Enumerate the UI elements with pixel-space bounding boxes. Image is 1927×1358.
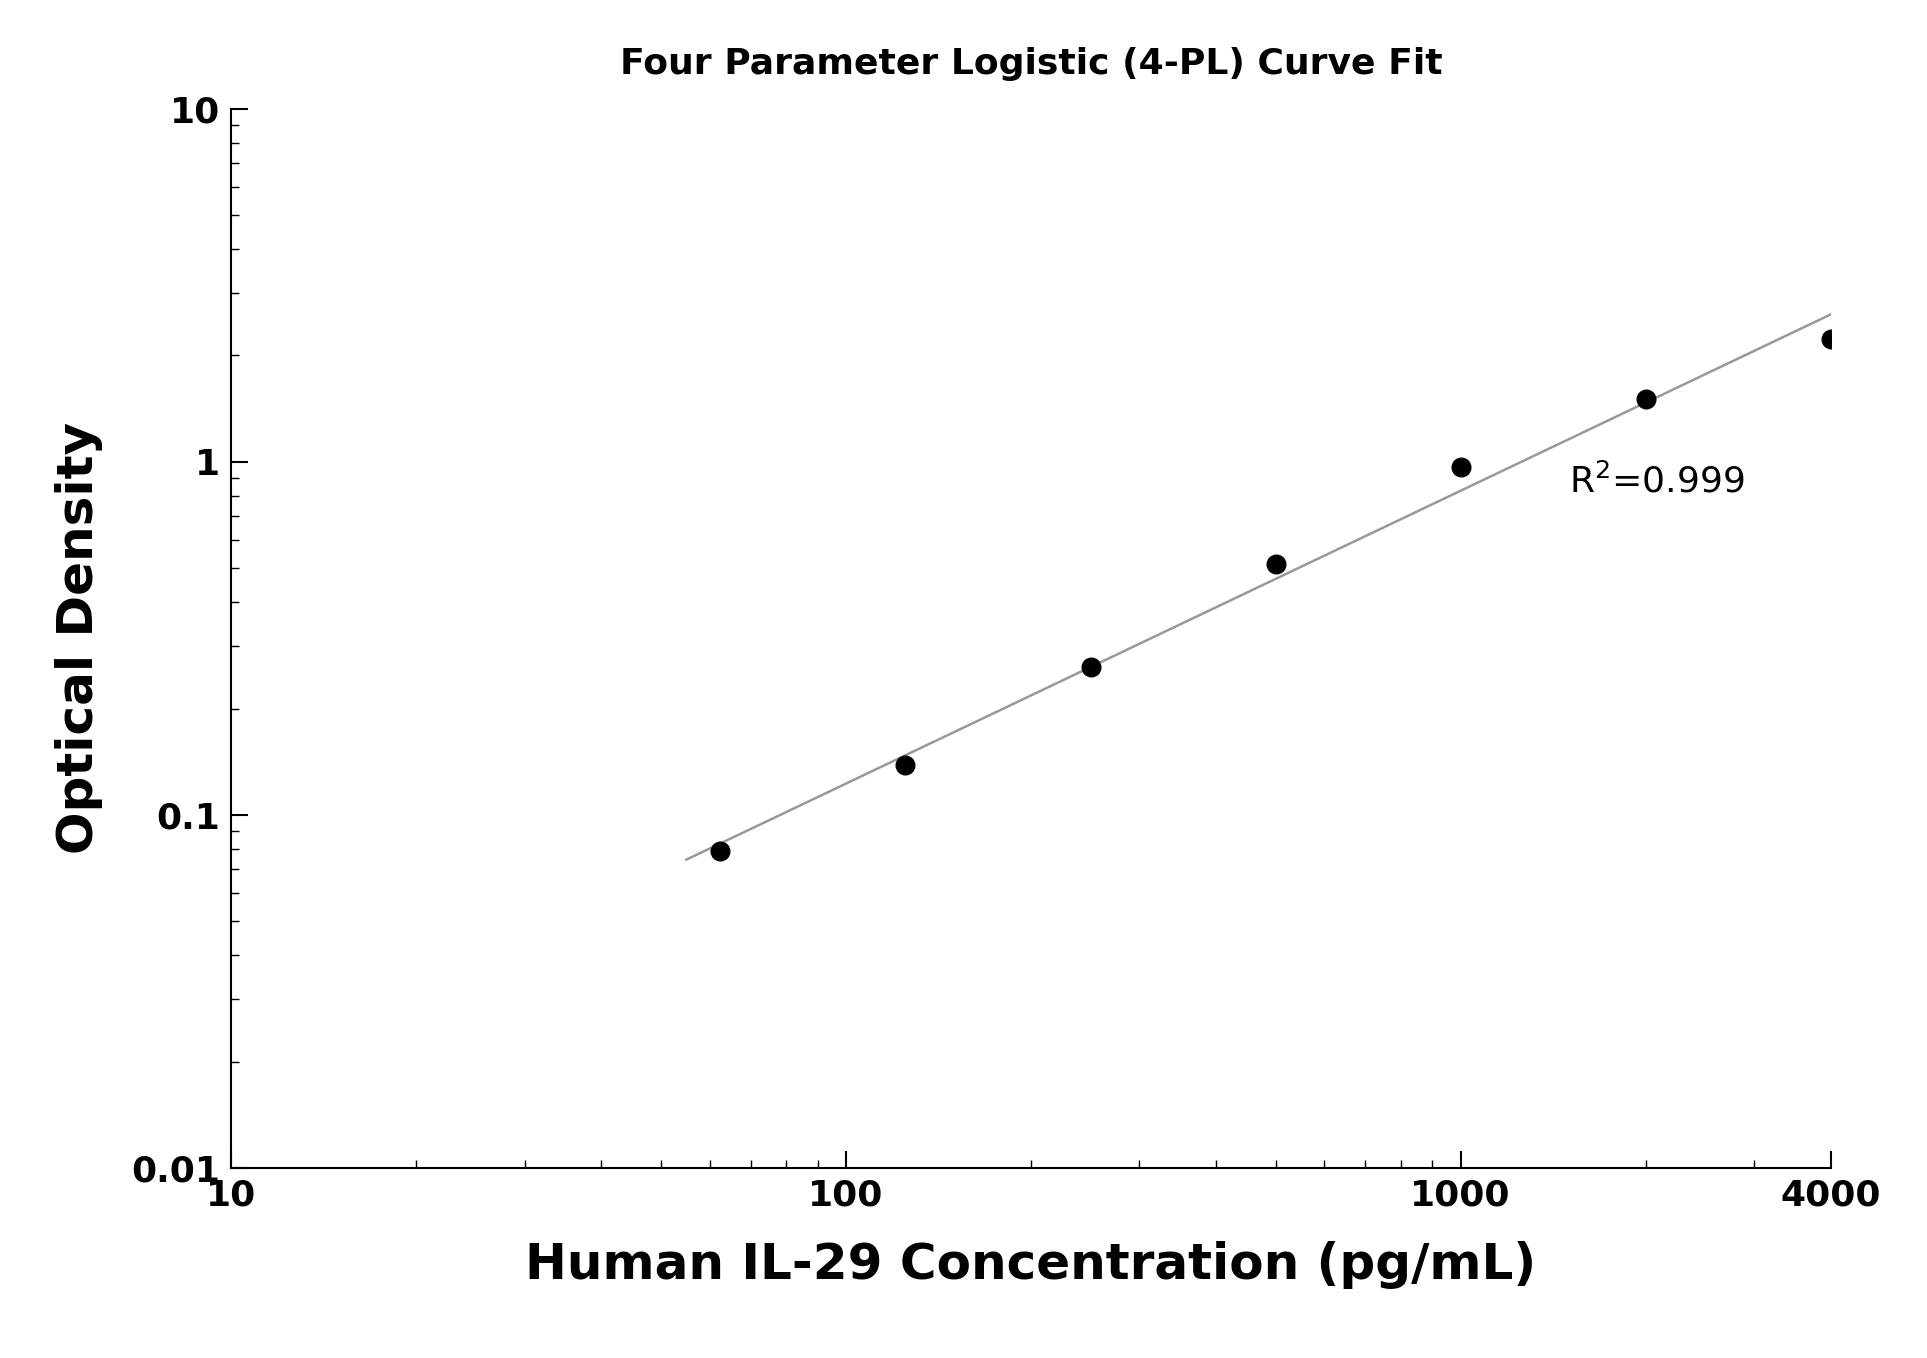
Text: R$^2$=0.999: R$^2$=0.999 xyxy=(1569,463,1744,500)
X-axis label: Human IL-29 Concentration (pg/mL): Human IL-29 Concentration (pg/mL) xyxy=(526,1241,1536,1289)
Point xyxy=(705,841,736,862)
Title: Four Parameter Logistic (4-PL) Curve Fit: Four Parameter Logistic (4-PL) Curve Fit xyxy=(620,48,1441,81)
Y-axis label: Optical Density: Optical Density xyxy=(56,422,104,854)
Point xyxy=(1260,553,1291,574)
Point xyxy=(890,755,921,777)
Point xyxy=(1075,656,1106,678)
Point xyxy=(1445,456,1476,478)
Point xyxy=(1815,329,1846,350)
Point xyxy=(1630,387,1661,409)
